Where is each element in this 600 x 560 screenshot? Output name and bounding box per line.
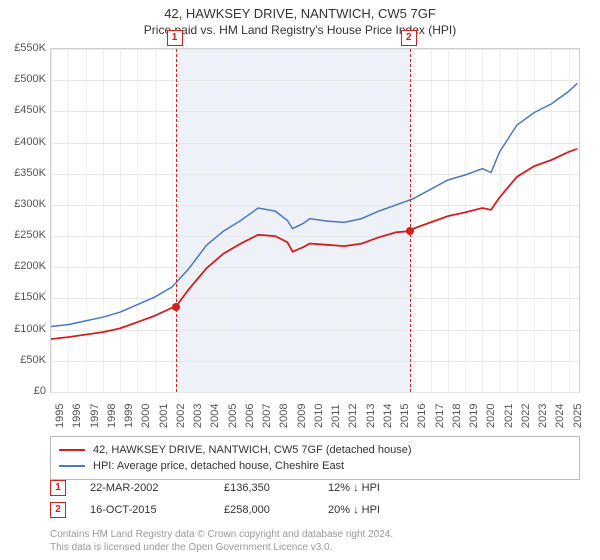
footer-line-2: This data is licensed under the Open Gov…	[50, 542, 332, 553]
x-axis-label: 1995	[54, 404, 66, 428]
x-axis-label: 2018	[451, 404, 463, 428]
x-axis-label: 1999	[123, 404, 135, 428]
property-address: 42, HAWKSEY DRIVE, NANTWICH, CW5 7GF	[0, 6, 600, 21]
chart-container: 42, HAWKSEY DRIVE, NANTWICH, CW5 7GF Pri…	[0, 0, 600, 560]
gridline-h	[51, 392, 579, 393]
legend-box: 42, HAWKSEY DRIVE, NANTWICH, CW5 7GF (de…	[50, 436, 580, 480]
legend-label-property: 42, HAWKSEY DRIVE, NANTWICH, CW5 7GF (de…	[93, 442, 411, 458]
sale-date-1: 22-MAR-2002	[90, 482, 200, 494]
y-axis-label: £50K	[20, 354, 46, 366]
y-axis-label: £350K	[14, 167, 46, 179]
x-axis-label: 2021	[503, 404, 515, 428]
x-axis-label: 2020	[485, 404, 497, 428]
x-axis-label: 2010	[313, 404, 325, 428]
x-axis-label: 2011	[330, 404, 342, 428]
x-axis-label: 2022	[520, 404, 532, 428]
x-axis-label: 1996	[71, 404, 83, 428]
x-axis-label: 2002	[175, 404, 187, 428]
x-axis-label: 2014	[382, 404, 394, 428]
footer-attribution: Contains HM Land Registry data © Crown c…	[50, 528, 580, 554]
x-axis-label: 2001	[158, 404, 170, 428]
legend-label-hpi: HPI: Average price, detached house, Ches…	[93, 458, 344, 474]
plot-svg	[51, 49, 579, 392]
x-axis-label: 1997	[89, 404, 101, 428]
sale-marker-box: 2	[401, 30, 417, 46]
sale-marker-dot	[172, 303, 180, 311]
y-axis-label: £500K	[14, 73, 46, 85]
y-axis-label: £150K	[14, 291, 46, 303]
x-axis-label: 2016	[416, 404, 428, 428]
sale-price-1: £136,350	[224, 482, 304, 494]
x-axis-label: 2005	[227, 404, 239, 428]
sale-row-2: 2 16-OCT-2015 £258,000 20% ↓ HPI	[50, 502, 580, 518]
y-axis-label: £450K	[14, 104, 46, 116]
sale-marker-1: 1	[50, 480, 66, 496]
x-axis-label: 2006	[244, 404, 256, 428]
sale-hpi-2: 20% ↓ HPI	[328, 504, 418, 516]
chart-subtitle: Price paid vs. HM Land Registry's House …	[0, 23, 600, 37]
sale-marker-line	[410, 49, 411, 392]
x-axis-label: 2023	[537, 404, 549, 428]
sale-marker-line	[176, 49, 177, 392]
series-line-hpi	[51, 83, 577, 326]
x-axis-label: 2025	[572, 404, 584, 428]
y-axis-label: £250K	[14, 229, 46, 241]
sale-marker-2: 2	[50, 502, 66, 518]
sale-row-1: 1 22-MAR-2002 £136,350 12% ↓ HPI	[50, 480, 580, 496]
x-axis-label: 2017	[434, 404, 446, 428]
title-block: 42, HAWKSEY DRIVE, NANTWICH, CW5 7GF Pri…	[0, 0, 600, 37]
x-axis-label: 2012	[347, 404, 359, 428]
sale-marker-dot	[406, 227, 414, 235]
x-axis-label: 2009	[296, 404, 308, 428]
x-axis-label: 1998	[106, 404, 118, 428]
x-axis-label: 2013	[365, 404, 377, 428]
x-axis-label: 2007	[261, 404, 273, 428]
y-axis-label: £0	[34, 385, 46, 397]
footer-line-1: Contains HM Land Registry data © Crown c…	[50, 529, 393, 540]
sale-price-2: £258,000	[224, 504, 304, 516]
y-axis-label: £100K	[14, 323, 46, 335]
legend-swatch-hpi	[59, 465, 85, 467]
y-axis-label: £400K	[14, 136, 46, 148]
chart-plot-area	[50, 48, 580, 393]
y-axis-label: £300K	[14, 198, 46, 210]
x-axis-label: 2008	[278, 404, 290, 428]
x-axis-label: 2000	[140, 404, 152, 428]
legend-item-property: 42, HAWKSEY DRIVE, NANTWICH, CW5 7GF (de…	[59, 442, 571, 458]
series-line-property	[51, 149, 577, 339]
x-axis-label: 2003	[192, 404, 204, 428]
legend-item-hpi: HPI: Average price, detached house, Ches…	[59, 458, 571, 474]
sale-marker-box: 1	[167, 30, 183, 46]
x-axis-label: 2004	[209, 404, 221, 428]
x-axis-label: 2015	[399, 404, 411, 428]
y-axis-label: £550K	[14, 42, 46, 54]
sales-table: 1 22-MAR-2002 £136,350 12% ↓ HPI 2 16-OC…	[50, 480, 580, 524]
sale-hpi-1: 12% ↓ HPI	[328, 482, 418, 494]
sale-date-2: 16-OCT-2015	[90, 504, 200, 516]
y-axis-label: £200K	[14, 260, 46, 272]
x-axis-label: 2019	[468, 404, 480, 428]
legend-swatch-property	[59, 449, 85, 451]
x-axis-label: 2024	[554, 404, 566, 428]
